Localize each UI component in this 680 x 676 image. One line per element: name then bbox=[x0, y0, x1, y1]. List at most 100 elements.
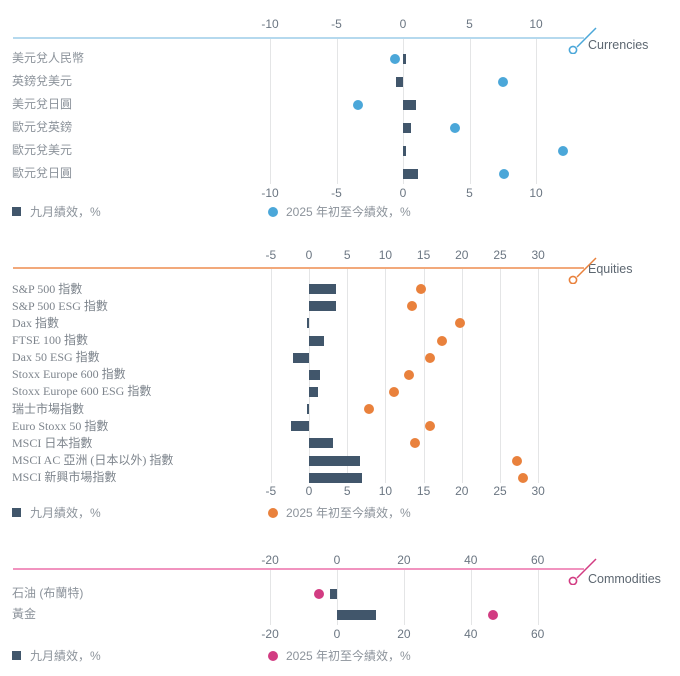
ytd-performance-dot bbox=[436, 335, 447, 346]
september-performance-bar bbox=[396, 76, 403, 87]
axis-tick-label-top: -5 bbox=[331, 17, 342, 31]
gridline bbox=[336, 38, 338, 184]
september-performance-bar bbox=[291, 421, 309, 432]
axis-tick-label-top: 10 bbox=[378, 248, 393, 262]
legend-bar-swatch bbox=[12, 651, 21, 660]
september-performance-bar bbox=[309, 301, 336, 312]
gridline bbox=[469, 38, 471, 184]
category-label: FTSE 100 指數 bbox=[12, 332, 89, 347]
axis-tick-label-top: 30 bbox=[531, 248, 545, 262]
september-performance-bar bbox=[403, 168, 418, 179]
axis-tick-label-bottom: -20 bbox=[261, 627, 279, 641]
category-label: 美元兌人民幣 bbox=[12, 51, 85, 65]
axis-line bbox=[13, 568, 584, 570]
axis-tick-label-top: -20 bbox=[261, 553, 279, 567]
ytd-performance-dot bbox=[404, 369, 415, 380]
ytd-performance-dot bbox=[390, 53, 401, 64]
axis-line bbox=[13, 37, 584, 39]
legend-bar-swatch bbox=[12, 207, 21, 216]
category-label: Dax 50 ESG 指數 bbox=[12, 350, 100, 365]
axis-tick-label-top: 40 bbox=[464, 553, 478, 567]
september-performance-bar bbox=[309, 386, 319, 397]
section-title-equities: Equities bbox=[588, 262, 633, 276]
september-performance-bar bbox=[309, 472, 363, 483]
category-label: MSCI 日本指數 bbox=[12, 435, 93, 450]
category-label: 歐元兌英鎊 bbox=[12, 120, 73, 134]
september-performance-bar bbox=[337, 609, 377, 620]
september-performance-bar bbox=[292, 352, 309, 363]
ytd-performance-dot bbox=[416, 284, 427, 295]
axis-tick-label-top: 15 bbox=[416, 248, 431, 262]
legend-dot-swatch bbox=[268, 508, 278, 518]
ytd-performance-dot bbox=[487, 609, 498, 620]
ytd-performance-dot bbox=[352, 99, 363, 110]
gridline bbox=[461, 268, 463, 483]
axis-tick-label-bottom: -5 bbox=[331, 186, 342, 200]
axis-tick-label-bottom: 0 bbox=[399, 186, 407, 200]
legend-equities: 九月績效，% 2025 年初至今績效，% bbox=[0, 506, 680, 520]
gridline bbox=[423, 268, 425, 483]
category-label: 歐元兌美元 bbox=[12, 143, 73, 157]
ytd-performance-dot bbox=[363, 404, 374, 415]
september-performance-bar bbox=[309, 335, 324, 346]
legend-dot-label: 2025 年初至今績效，% bbox=[286, 205, 411, 219]
ytd-performance-dot bbox=[517, 472, 528, 483]
axis-tick-label-bottom: 10 bbox=[378, 484, 393, 498]
axis-tick-label-bottom: -5 bbox=[265, 484, 277, 498]
axis-tick-label-top: -5 bbox=[265, 248, 277, 262]
axis-tick-label-bottom: 5 bbox=[343, 484, 351, 498]
september-performance-bar bbox=[403, 99, 417, 110]
ytd-performance-dot bbox=[425, 352, 436, 363]
september-performance-bar bbox=[330, 588, 337, 599]
axis-tick-label-top: 20 bbox=[397, 553, 411, 567]
axis-tick-label-bottom: 0 bbox=[333, 627, 341, 641]
gridline bbox=[270, 268, 272, 483]
ytd-performance-dot bbox=[557, 145, 568, 156]
ytd-performance-dot bbox=[449, 122, 460, 133]
ytd-performance-dot bbox=[410, 438, 421, 449]
september-performance-bar bbox=[403, 53, 406, 64]
axis-tick-label-bottom: 0 bbox=[305, 484, 313, 498]
september-performance-bar bbox=[307, 318, 309, 329]
september-performance-bar bbox=[309, 369, 321, 380]
september-performance-bar bbox=[403, 145, 406, 156]
ytd-performance-dot bbox=[425, 421, 436, 432]
gridline bbox=[270, 569, 272, 625]
september-performance-bar bbox=[309, 438, 333, 449]
ytd-performance-dot bbox=[388, 386, 399, 397]
category-label: 石油 (布蘭特) bbox=[12, 586, 84, 600]
legend-dot-swatch bbox=[268, 207, 278, 217]
axis-tick-label-bottom: 60 bbox=[531, 627, 545, 641]
ytd-performance-dot bbox=[499, 168, 510, 179]
category-label: Stoxx Europe 600 ESG 指數 bbox=[12, 384, 152, 399]
category-label: 歐元兌日圓 bbox=[12, 166, 73, 180]
category-label: S&P 500 ESG 指數 bbox=[12, 298, 108, 313]
legend-dot-label: 2025 年初至今績效，% bbox=[286, 649, 411, 663]
axis-tick-label-top: 0 bbox=[305, 248, 313, 262]
gridline bbox=[347, 268, 349, 483]
section-title-commodities: Commodities bbox=[588, 572, 661, 586]
axis-tick-label-bottom: 30 bbox=[531, 484, 545, 498]
gridline bbox=[537, 569, 539, 625]
category-label: S&P 500 指數 bbox=[12, 281, 83, 296]
axis-tick-label-top: 10 bbox=[529, 17, 543, 31]
gridline bbox=[500, 268, 501, 483]
axis-tick-label-bottom: -10 bbox=[261, 186, 279, 200]
axis-tick-label-bottom: 40 bbox=[464, 627, 478, 641]
axis-tick-label-bottom: 5 bbox=[466, 186, 473, 200]
axis-tick-label-bottom: 15 bbox=[416, 484, 431, 498]
legend-bar-label: 九月績效，% bbox=[30, 649, 101, 663]
legend-bar-label: 九月績效，% bbox=[30, 205, 101, 219]
category-label: 黃金 bbox=[12, 607, 37, 621]
legend-bar-label: 九月績效，% bbox=[30, 506, 101, 520]
september-performance-bar bbox=[306, 404, 309, 415]
axis-line bbox=[13, 267, 584, 269]
category-label: MSCI AC 亞洲 (日本以外) 指數 bbox=[12, 453, 174, 467]
axis-tick-label-bottom: 20 bbox=[397, 627, 411, 641]
legend-dot-swatch bbox=[268, 651, 278, 661]
september-performance-bar bbox=[309, 284, 336, 295]
axis-tick-label-top: 5 bbox=[343, 248, 351, 262]
legend-bar-swatch bbox=[12, 508, 21, 517]
axis-tick-label-top: 25 bbox=[493, 248, 507, 262]
